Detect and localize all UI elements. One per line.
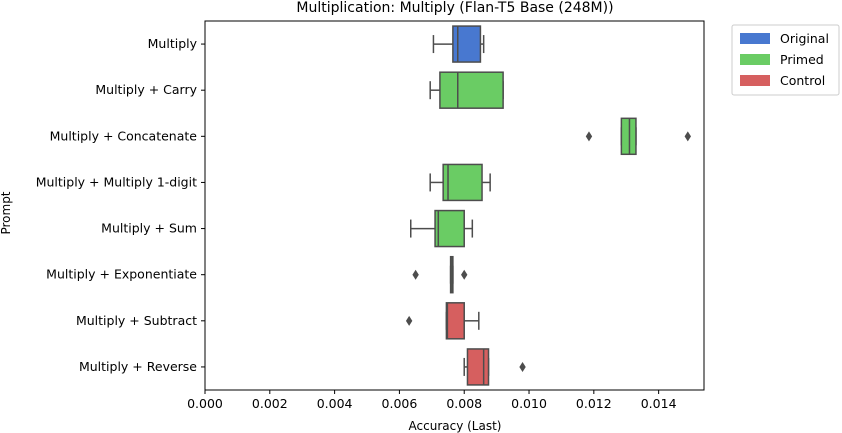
y-tick-label-1: Multiply + Carry: [95, 82, 197, 97]
legend-swatch-0: [740, 33, 770, 44]
x-tick-label-4: 0.008: [446, 396, 482, 411]
box-0: [432, 25, 485, 63]
y-axis-ticks: Multiply Multiply + Carry Multiply + Conca…: [36, 36, 205, 374]
box-7: [463, 348, 526, 386]
x-axis-ticks: 0.000 0.002 0.004 0.006 0.008 0.010 0.012 0.014: [187, 390, 677, 411]
box-3: [429, 163, 491, 202]
box-iqr: [620, 117, 637, 156]
box-iqr: [445, 302, 465, 340]
outlier-point-0: [405, 315, 413, 326]
box-2: [585, 117, 691, 156]
x-tick-label-5: 0.010: [511, 396, 547, 411]
outlier-point-0: [585, 131, 593, 142]
y-tick-label-5: Multiply + Exponentiate: [46, 267, 197, 282]
legend-label-2: Control: [780, 73, 825, 88]
legend-swatch-1: [740, 54, 770, 65]
legend-label-0: Original: [780, 31, 829, 46]
outlier-point-0: [519, 361, 526, 372]
x-tick-label-2: 0.004: [317, 396, 353, 411]
y-tick-label-6: Multiply + Subtract: [76, 313, 197, 328]
plot-frame: [204, 20, 705, 391]
x-tick-label-3: 0.006: [382, 396, 418, 411]
y-tick-label-3: Multiply + Multiply 1-digit: [36, 174, 197, 189]
outlier-point-1: [684, 131, 691, 142]
outlier-point-0: [412, 269, 419, 280]
x-axis-label: Accuracy (Last): [409, 419, 502, 433]
legend-label-1: Primed: [780, 52, 824, 67]
boxes-layer: [405, 25, 691, 386]
box-iqr: [434, 209, 465, 248]
y-axis-label: Prompt: [0, 191, 13, 234]
y-tick-label-0: Multiply: [148, 36, 198, 51]
box-iqr: [442, 163, 483, 202]
box-6: [405, 302, 480, 340]
box-iqr: [439, 71, 504, 109]
box-1: [429, 71, 504, 109]
outlier-point-1: [461, 269, 468, 280]
legend-swatch-2: [740, 75, 770, 86]
y-tick-label-7: Multiply + Reverse: [79, 359, 197, 374]
legend: Original Primed Control: [731, 24, 840, 96]
box-5: [412, 255, 468, 294]
box-4: [410, 209, 474, 248]
x-tick-label-7: 0.014: [641, 396, 677, 411]
box-iqr: [466, 348, 490, 386]
x-tick-label-1: 0.002: [252, 396, 288, 411]
x-tick-label-0: 0.000: [187, 396, 223, 411]
y-tick-label-2: Multiply + Concatenate: [50, 128, 198, 143]
chart-title: Multiplication: Multiply (Flan-T5 Base (…: [296, 0, 613, 16]
x-tick-label-6: 0.012: [576, 396, 612, 411]
y-tick-label-4: Multiply + Sum: [101, 221, 197, 236]
